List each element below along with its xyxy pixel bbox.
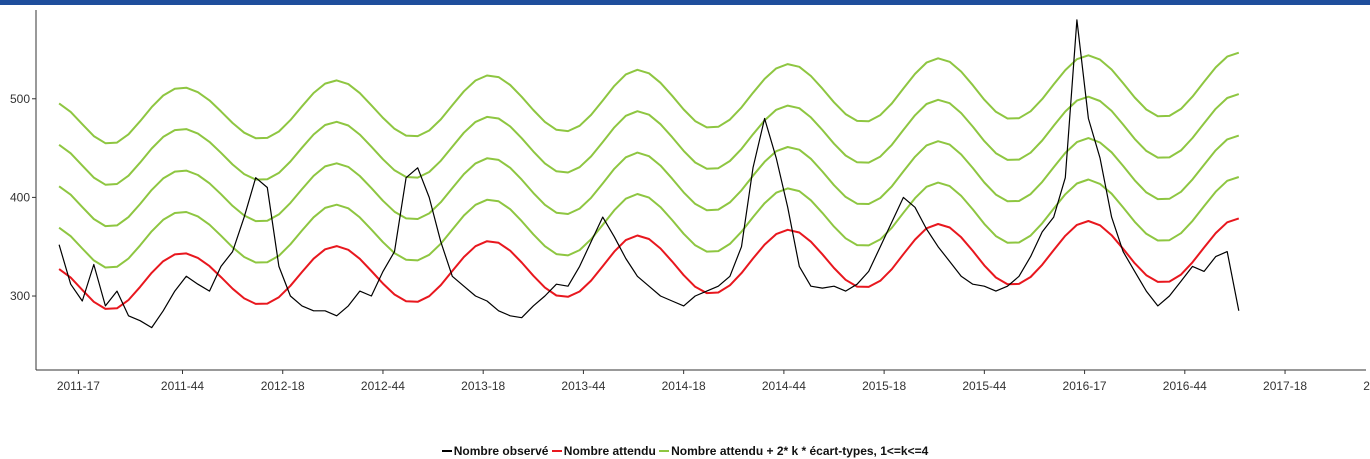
legend-label-expected: Nombre attendu [563,444,656,458]
y-tick-label: 400 [10,190,30,204]
threshold-line-k4 [58,51,1240,145]
x-tick-label: 2011-44 [161,379,204,393]
observed-series-layer [58,19,1240,329]
x-tick-label: 2013-18 [461,379,505,393]
legend-key-expected [551,450,562,452]
observed-line [58,19,1240,329]
threshold-line-k2 [58,134,1240,228]
x-tick-label: 2017-44 [1363,379,1370,393]
ticks-layer: 300 400 500 2011-17 2011-44 2012-18 2012-44 201… [10,92,1370,393]
x-tick-label: 2014-44 [762,379,806,393]
legend-label-threshold: Nombre attendu + 2* k * écart-types, 1<=… [671,444,929,458]
threshold-series-layer [58,51,1240,269]
x-tick-label: 2014-18 [662,379,706,393]
x-tick-label: 2013-44 [561,379,605,393]
expected-series-layer [58,217,1240,310]
chart-svg: 300 400 500 2011-17 2011-44 2012-18 2012-44 201… [10,10,1370,393]
legend-label-observed: Nombre observé [453,444,549,458]
y-tick-label: 300 [10,289,30,303]
threshold-line-k3 [58,93,1240,186]
legend-item-observed: Nombre observé [441,444,549,458]
x-tick-label: 2017-18 [1263,379,1307,393]
x-tick-label: 2011-17 [57,379,100,393]
legend-item-expected: Nombre attendu [551,444,656,458]
y-tick-label: 500 [10,92,30,106]
legend: Nombre observé Nombre attendu Nombre att… [0,441,1370,458]
x-tick-label: 2012-18 [261,379,305,393]
top-accent-bar [0,0,1370,5]
legend-item-threshold: Nombre attendu + 2* k * écart-types, 1<=… [659,444,928,458]
expected-line [58,217,1240,310]
x-tick-label: 2015-18 [862,379,906,393]
x-tick-label: 2015-44 [962,379,1006,393]
x-tick-label: 2016-44 [1163,379,1207,393]
x-tick-label: 2012-44 [361,379,405,393]
legend-key-threshold [659,450,670,452]
x-tick-label: 2016-17 [1063,379,1107,393]
threshold-line-k1 [58,176,1240,269]
legend-key-observed [441,450,452,452]
